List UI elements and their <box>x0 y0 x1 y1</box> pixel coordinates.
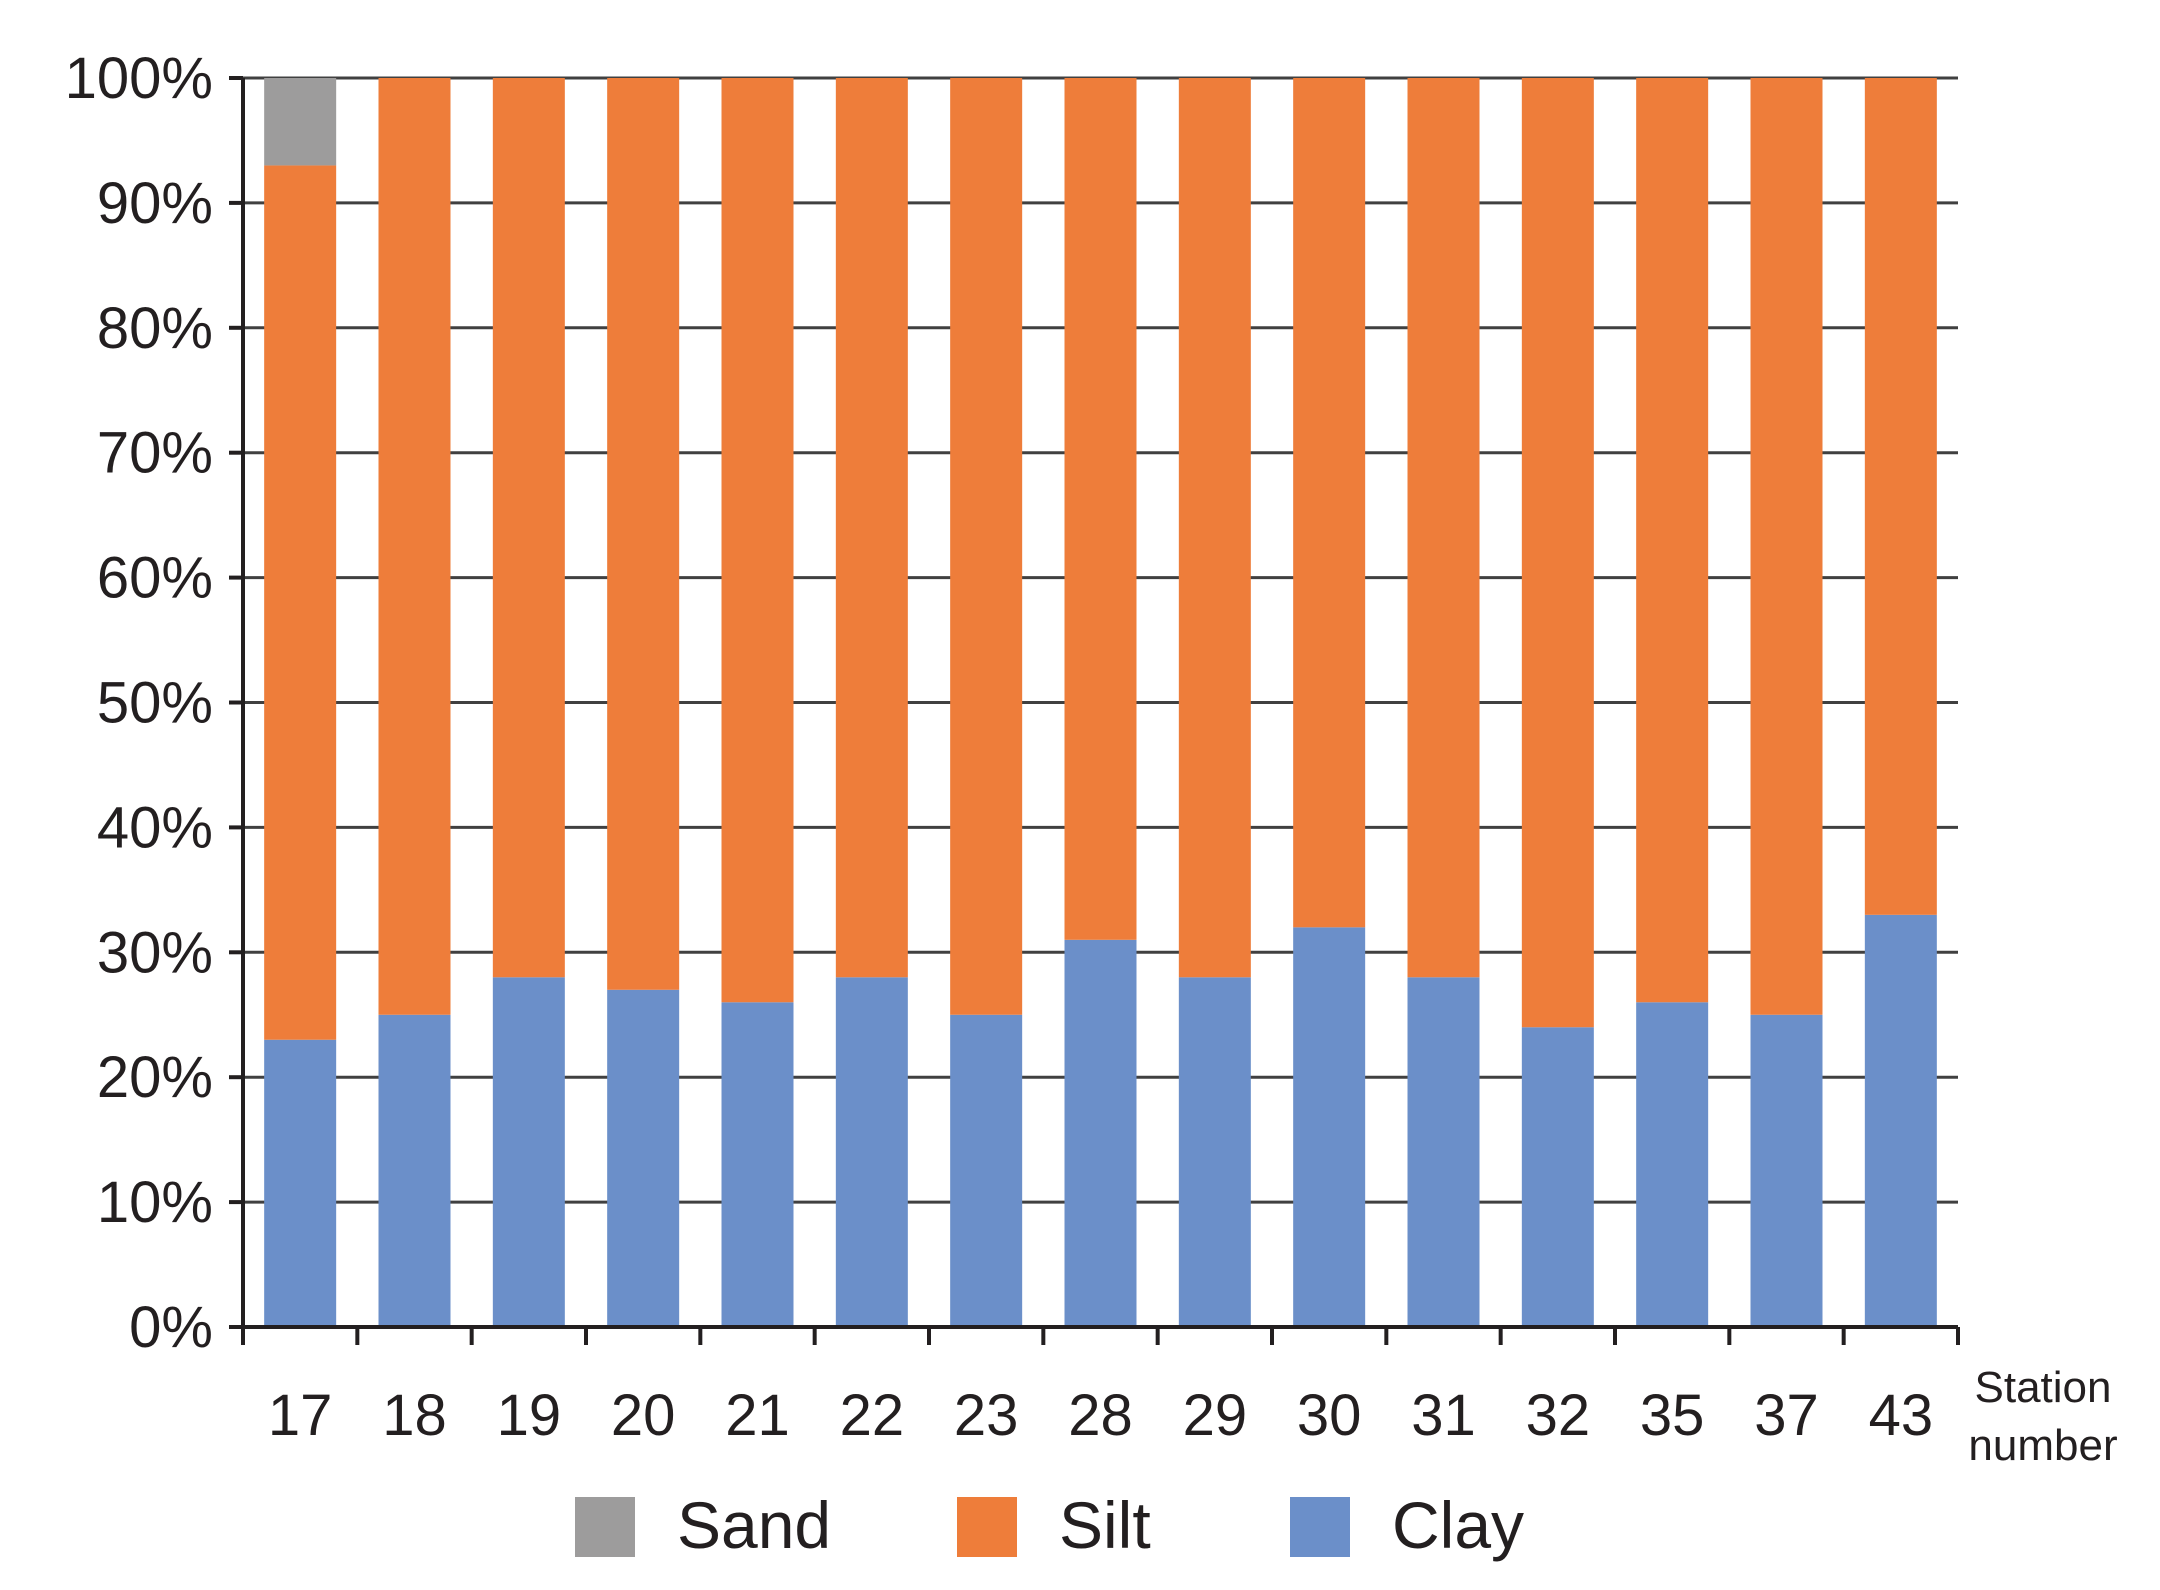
bar-segment-clay <box>950 1014 1023 1327</box>
x-tick-labels: 17 18 19 20 21 22 23 28 29 30 31 32 35 37 43 <box>268 1383 1933 1448</box>
x-axis-title-line: number <box>1968 1421 2117 1470</box>
x-tick-label: 18 <box>382 1383 447 1448</box>
x-tick-label: 35 <box>1640 1383 1705 1448</box>
bar-segment-clay <box>1636 1002 1709 1327</box>
legend: Sand Silt Clay <box>575 1488 1524 1562</box>
x-tick-label: 31 <box>1411 1383 1476 1448</box>
x-tick-label: 23 <box>954 1383 1019 1448</box>
y-tick-label: 80% <box>97 296 213 361</box>
legend-label-clay: Clay <box>1392 1488 1524 1562</box>
x-axis-title: Station number <box>1968 1363 2117 1470</box>
y-tick-label: 0% <box>129 1295 213 1360</box>
y-tick-label: 100% <box>65 46 213 111</box>
x-tick-label: 21 <box>725 1383 790 1448</box>
bars <box>264 78 1937 1327</box>
bar-segment-clay <box>1750 1014 1823 1327</box>
bar-segment-silt <box>607 78 680 990</box>
x-tick-label: 43 <box>1869 1383 1934 1448</box>
bar-segment-silt <box>721 78 794 1003</box>
x-tick-label: 29 <box>1183 1383 1248 1448</box>
bar-segment-silt <box>378 78 451 1015</box>
bar-segment-clay <box>1293 927 1366 1327</box>
bar-segment-clay <box>1521 1027 1594 1327</box>
y-tick-label: 20% <box>97 1045 213 1110</box>
x-tick-label: 22 <box>840 1383 905 1448</box>
x-tick-label: 32 <box>1526 1383 1591 1448</box>
bar-segment-silt <box>1178 78 1251 978</box>
y-tick-labels: 0% 10% 20% 30% 40% 50% 60% 70% 80% 90% 100% <box>65 46 213 1360</box>
bar-segment-clay <box>835 977 908 1327</box>
bar-segment-clay <box>1864 914 1937 1327</box>
y-tick-label: 70% <box>97 421 213 486</box>
bar-segment-silt <box>835 78 908 978</box>
x-tick-label: 28 <box>1068 1383 1133 1448</box>
bar-segment-silt <box>1407 78 1480 978</box>
y-tick-label: 60% <box>97 546 213 611</box>
legend-label-sand: Sand <box>677 1488 831 1562</box>
bar-segment-clay <box>721 1002 794 1327</box>
bar-segment-silt <box>950 78 1023 1015</box>
x-tick-label: 17 <box>268 1383 333 1448</box>
x-tick-label: 37 <box>1754 1383 1819 1448</box>
legend-label-silt: Silt <box>1059 1488 1151 1562</box>
legend-swatch-clay <box>1290 1497 1350 1557</box>
y-tick-label: 50% <box>97 671 213 736</box>
y-tick-label: 30% <box>97 920 213 985</box>
bar-segment-clay <box>1407 977 1480 1327</box>
x-axis-title-line: Station <box>1975 1363 2112 1412</box>
y-tick-label: 90% <box>97 171 213 236</box>
axes <box>229 76 1960 1345</box>
bar-segment-silt <box>1636 78 1709 1003</box>
x-tick-label: 19 <box>497 1383 562 1448</box>
legend-swatch-sand <box>575 1497 635 1557</box>
bar-segment-silt <box>1521 78 1594 1028</box>
bar-segment-clay <box>378 1014 451 1327</box>
y-tick-label: 10% <box>97 1170 213 1235</box>
bar-segment-clay <box>607 989 680 1327</box>
x-tick-label: 20 <box>611 1383 676 1448</box>
bar-segment-clay <box>1064 939 1137 1327</box>
x-tick-label: 30 <box>1297 1383 1362 1448</box>
bar-segment-silt <box>1064 78 1137 940</box>
bar-segment-clay <box>264 1039 337 1327</box>
bar-segment-sand <box>264 78 337 166</box>
bar-segment-silt <box>1864 78 1937 915</box>
bar-segment-silt <box>492 78 565 978</box>
bar-segment-silt <box>264 165 337 1040</box>
bar-segment-clay <box>1178 977 1251 1327</box>
bar-segment-clay <box>492 977 565 1327</box>
y-tick-label: 40% <box>97 795 213 860</box>
bar-segment-silt <box>1750 78 1823 1015</box>
legend-swatch-silt <box>957 1497 1017 1557</box>
bar-segment-silt <box>1293 78 1366 928</box>
